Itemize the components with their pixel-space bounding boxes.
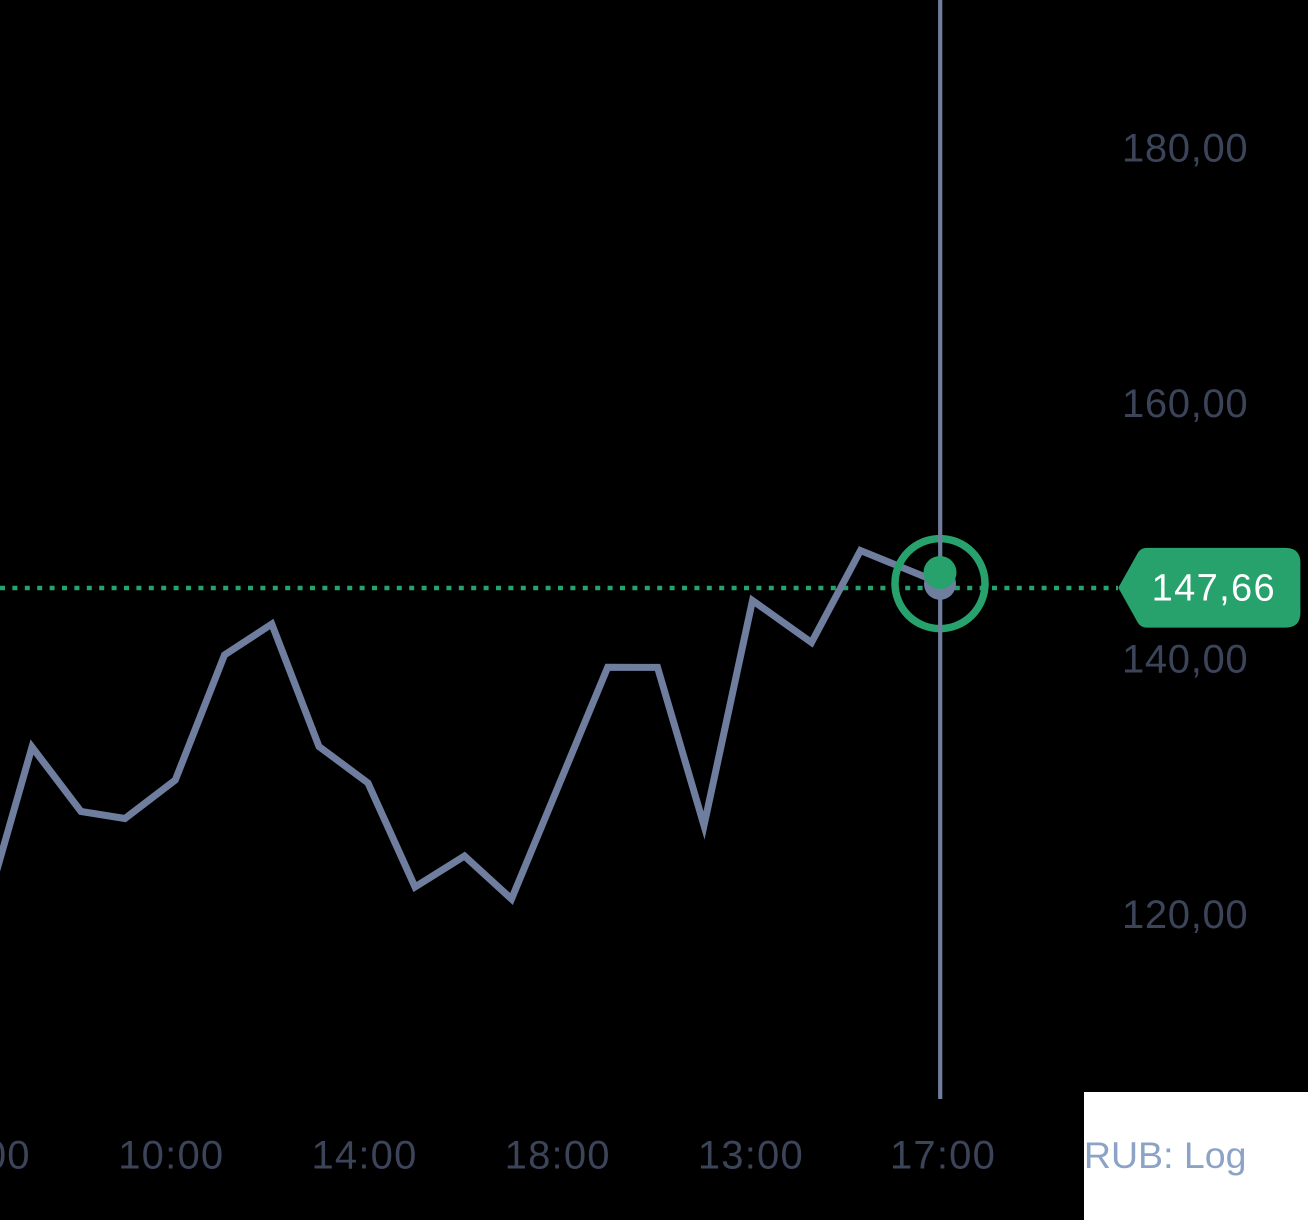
svg-text:17:00: 17:00 xyxy=(890,1134,996,1178)
svg-text:06:00: 06:00 xyxy=(0,1134,31,1178)
svg-text:14:00: 14:00 xyxy=(311,1134,417,1178)
svg-text:18:00: 18:00 xyxy=(505,1134,611,1178)
svg-text:120,00: 120,00 xyxy=(1122,893,1248,937)
svg-text:180,00: 180,00 xyxy=(1122,126,1248,170)
svg-text:147,66: 147,66 xyxy=(1152,568,1276,610)
svg-text:13:00: 13:00 xyxy=(698,1134,804,1178)
svg-text:140,00: 140,00 xyxy=(1122,638,1248,682)
svg-text:10:00: 10:00 xyxy=(118,1134,224,1178)
svg-text:160,00: 160,00 xyxy=(1122,382,1248,426)
svg-text:RUB: Log: RUB: Log xyxy=(1084,1134,1247,1176)
